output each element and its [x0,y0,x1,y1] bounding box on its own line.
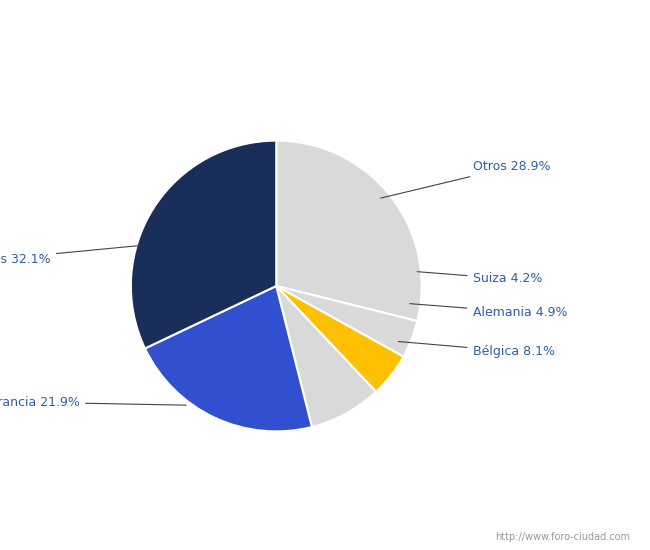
Text: Francia 21.9%: Francia 21.9% [0,396,187,409]
Text: Países Bajos 32.1%: Países Bajos 32.1% [0,245,140,266]
Wedge shape [276,141,422,321]
Text: Otros 28.9%: Otros 28.9% [381,160,550,198]
Text: Suiza 4.2%: Suiza 4.2% [417,272,542,285]
Text: La Carolina - Turistas extranjeros según país - Julio de 2024: La Carolina - Turistas extranjeros según… [57,15,593,34]
Text: Alemania 4.9%: Alemania 4.9% [410,304,567,318]
Wedge shape [276,286,376,427]
Text: Bélgica 8.1%: Bélgica 8.1% [398,342,554,358]
Wedge shape [131,141,276,349]
Wedge shape [276,286,404,392]
Wedge shape [276,286,417,356]
Wedge shape [145,286,312,431]
Text: http://www.foro-ciudad.com: http://www.foro-ciudad.com [495,532,630,542]
